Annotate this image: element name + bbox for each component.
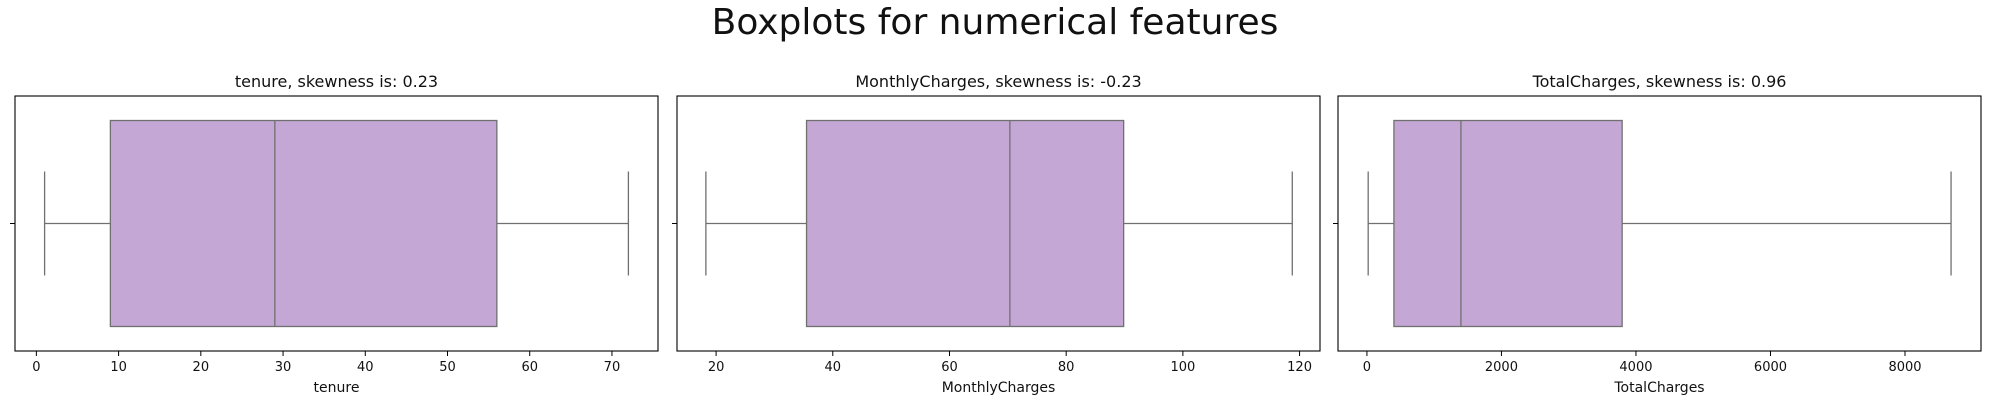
x-tick-label: 8000 bbox=[1888, 360, 1921, 375]
x-axis-label: tenure bbox=[314, 380, 360, 396]
x-tick-label: 80 bbox=[1058, 360, 1075, 375]
x-tick-label: 10 bbox=[110, 360, 127, 375]
x-tick-label: 0 bbox=[1363, 360, 1371, 375]
x-tick-label: 100 bbox=[1170, 360, 1195, 375]
panel-title: MonthlyCharges, skewness is: -0.23 bbox=[855, 72, 1141, 91]
x-axis-label: TotalCharges bbox=[1613, 380, 1704, 396]
boxplot-panel-3: TotalCharges, skewness is: 0.96 0 2000 4000… bbox=[1333, 72, 1982, 396]
x-tick-label: 60 bbox=[521, 360, 538, 375]
x-tick-label: 20 bbox=[193, 360, 210, 375]
x-tick-label: 60 bbox=[941, 360, 958, 375]
x-tick-label: 30 bbox=[275, 360, 292, 375]
x-tick-label: 2000 bbox=[1485, 360, 1518, 375]
boxplot-panel-1: tenure, skewness is: 0.23 0 10 20 30 40 50 60 70… bbox=[10, 72, 659, 396]
x-tick-label: 50 bbox=[439, 360, 456, 375]
boxplot-panel-2: MonthlyCharges, skewness is: -0.23 20 40 60… bbox=[672, 72, 1321, 396]
panel-title: TotalCharges, skewness is: 0.96 bbox=[1532, 72, 1787, 91]
figure-title: Boxplots for numerical features bbox=[711, 2, 1279, 43]
x-tick-label: 40 bbox=[825, 360, 842, 375]
x-tick-label: 4000 bbox=[1619, 360, 1652, 375]
x-tick-label: 6000 bbox=[1754, 360, 1787, 375]
x-tick-label: 40 bbox=[357, 360, 374, 375]
panel-title: tenure, skewness is: 0.23 bbox=[235, 72, 438, 91]
x-tick-label: 0 bbox=[32, 360, 40, 375]
x-tick-label: 120 bbox=[1287, 360, 1312, 375]
iqr-box bbox=[1393, 119, 1623, 328]
x-tick-label: 20 bbox=[708, 360, 725, 375]
x-tick-label: 70 bbox=[604, 360, 621, 375]
iqr-box bbox=[109, 119, 498, 328]
iqr-box bbox=[805, 119, 1125, 328]
x-axis-label: MonthlyCharges bbox=[942, 380, 1056, 396]
